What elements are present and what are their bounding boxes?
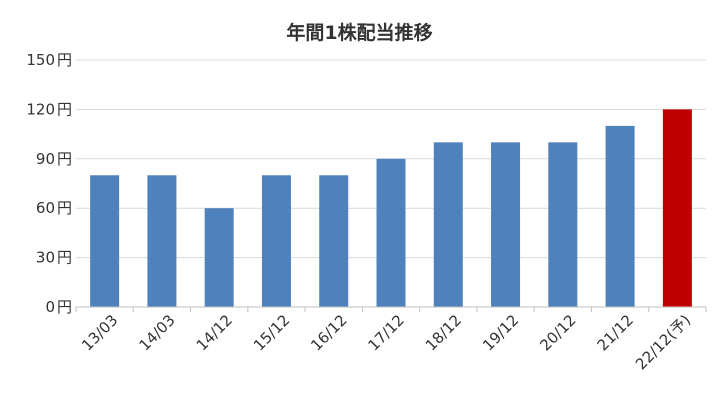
bar-forecast [662, 109, 692, 308]
x-axis [75, 306, 707, 312]
y-tick-unit: 円 [57, 298, 72, 316]
x-tick-label: 17/12 [365, 311, 408, 354]
y-tick-label: 90 [36, 150, 55, 168]
chart-title: 年間1株配当推移 [286, 22, 433, 44]
x-tick-label: 16/12 [307, 311, 350, 354]
y-tick-label: 150 [26, 51, 55, 69]
bar [605, 125, 635, 307]
y-tick-label: 60 [36, 199, 55, 217]
y-tick-unit: 円 [57, 51, 72, 69]
bar [433, 142, 463, 307]
bar [147, 175, 177, 307]
bars [90, 109, 692, 308]
bar [548, 142, 578, 307]
y-tick-label: 0 [45, 298, 55, 316]
x-tick-label: 13/03 [78, 311, 121, 354]
x-tick-label: 14/03 [135, 311, 178, 354]
y-tick-label: 30 [36, 249, 55, 267]
x-tick-label: 21/12 [594, 311, 637, 354]
bar [204, 208, 234, 307]
x-tick-label: 22/12(予) [632, 311, 694, 373]
x-tick-label: 19/12 [479, 311, 522, 354]
y-tick-unit: 円 [57, 249, 72, 267]
y-tick-label: 120 [26, 100, 55, 118]
y-tick-unit: 円 [57, 199, 72, 217]
bar [261, 175, 291, 307]
bar [319, 175, 349, 307]
x-tick-label: 20/12 [536, 311, 579, 354]
bar [376, 158, 406, 307]
y-tick-unit: 円 [57, 150, 72, 168]
bar [491, 142, 521, 307]
x-tick-label: 18/12 [422, 311, 465, 354]
y-tick-unit: 円 [57, 100, 72, 118]
bar [90, 175, 120, 307]
x-axis-tick-labels: 13/03 14/03 14/12 15/12 16/12 17/12 18/12 19/12… [78, 311, 694, 373]
x-tick-label: 15/12 [250, 311, 293, 354]
x-tick-label: 14/12 [193, 311, 236, 354]
